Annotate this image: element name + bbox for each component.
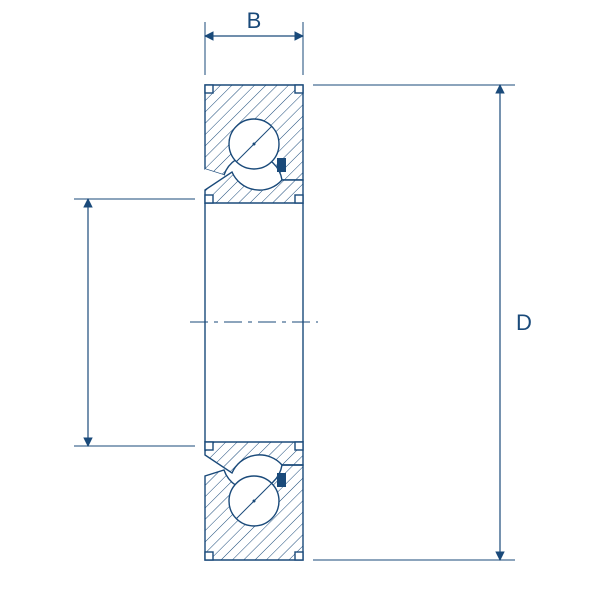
- ball-bottom: [229, 476, 279, 526]
- label-d-outer: D: [516, 310, 532, 335]
- dimension-d-outer: D: [313, 85, 532, 560]
- label-b: B: [247, 8, 262, 33]
- dimension-b: B: [205, 8, 303, 75]
- dimension-d-bore: [74, 199, 195, 446]
- ball-top: [229, 119, 279, 169]
- bearing-section-drawing: B D: [0, 0, 600, 600]
